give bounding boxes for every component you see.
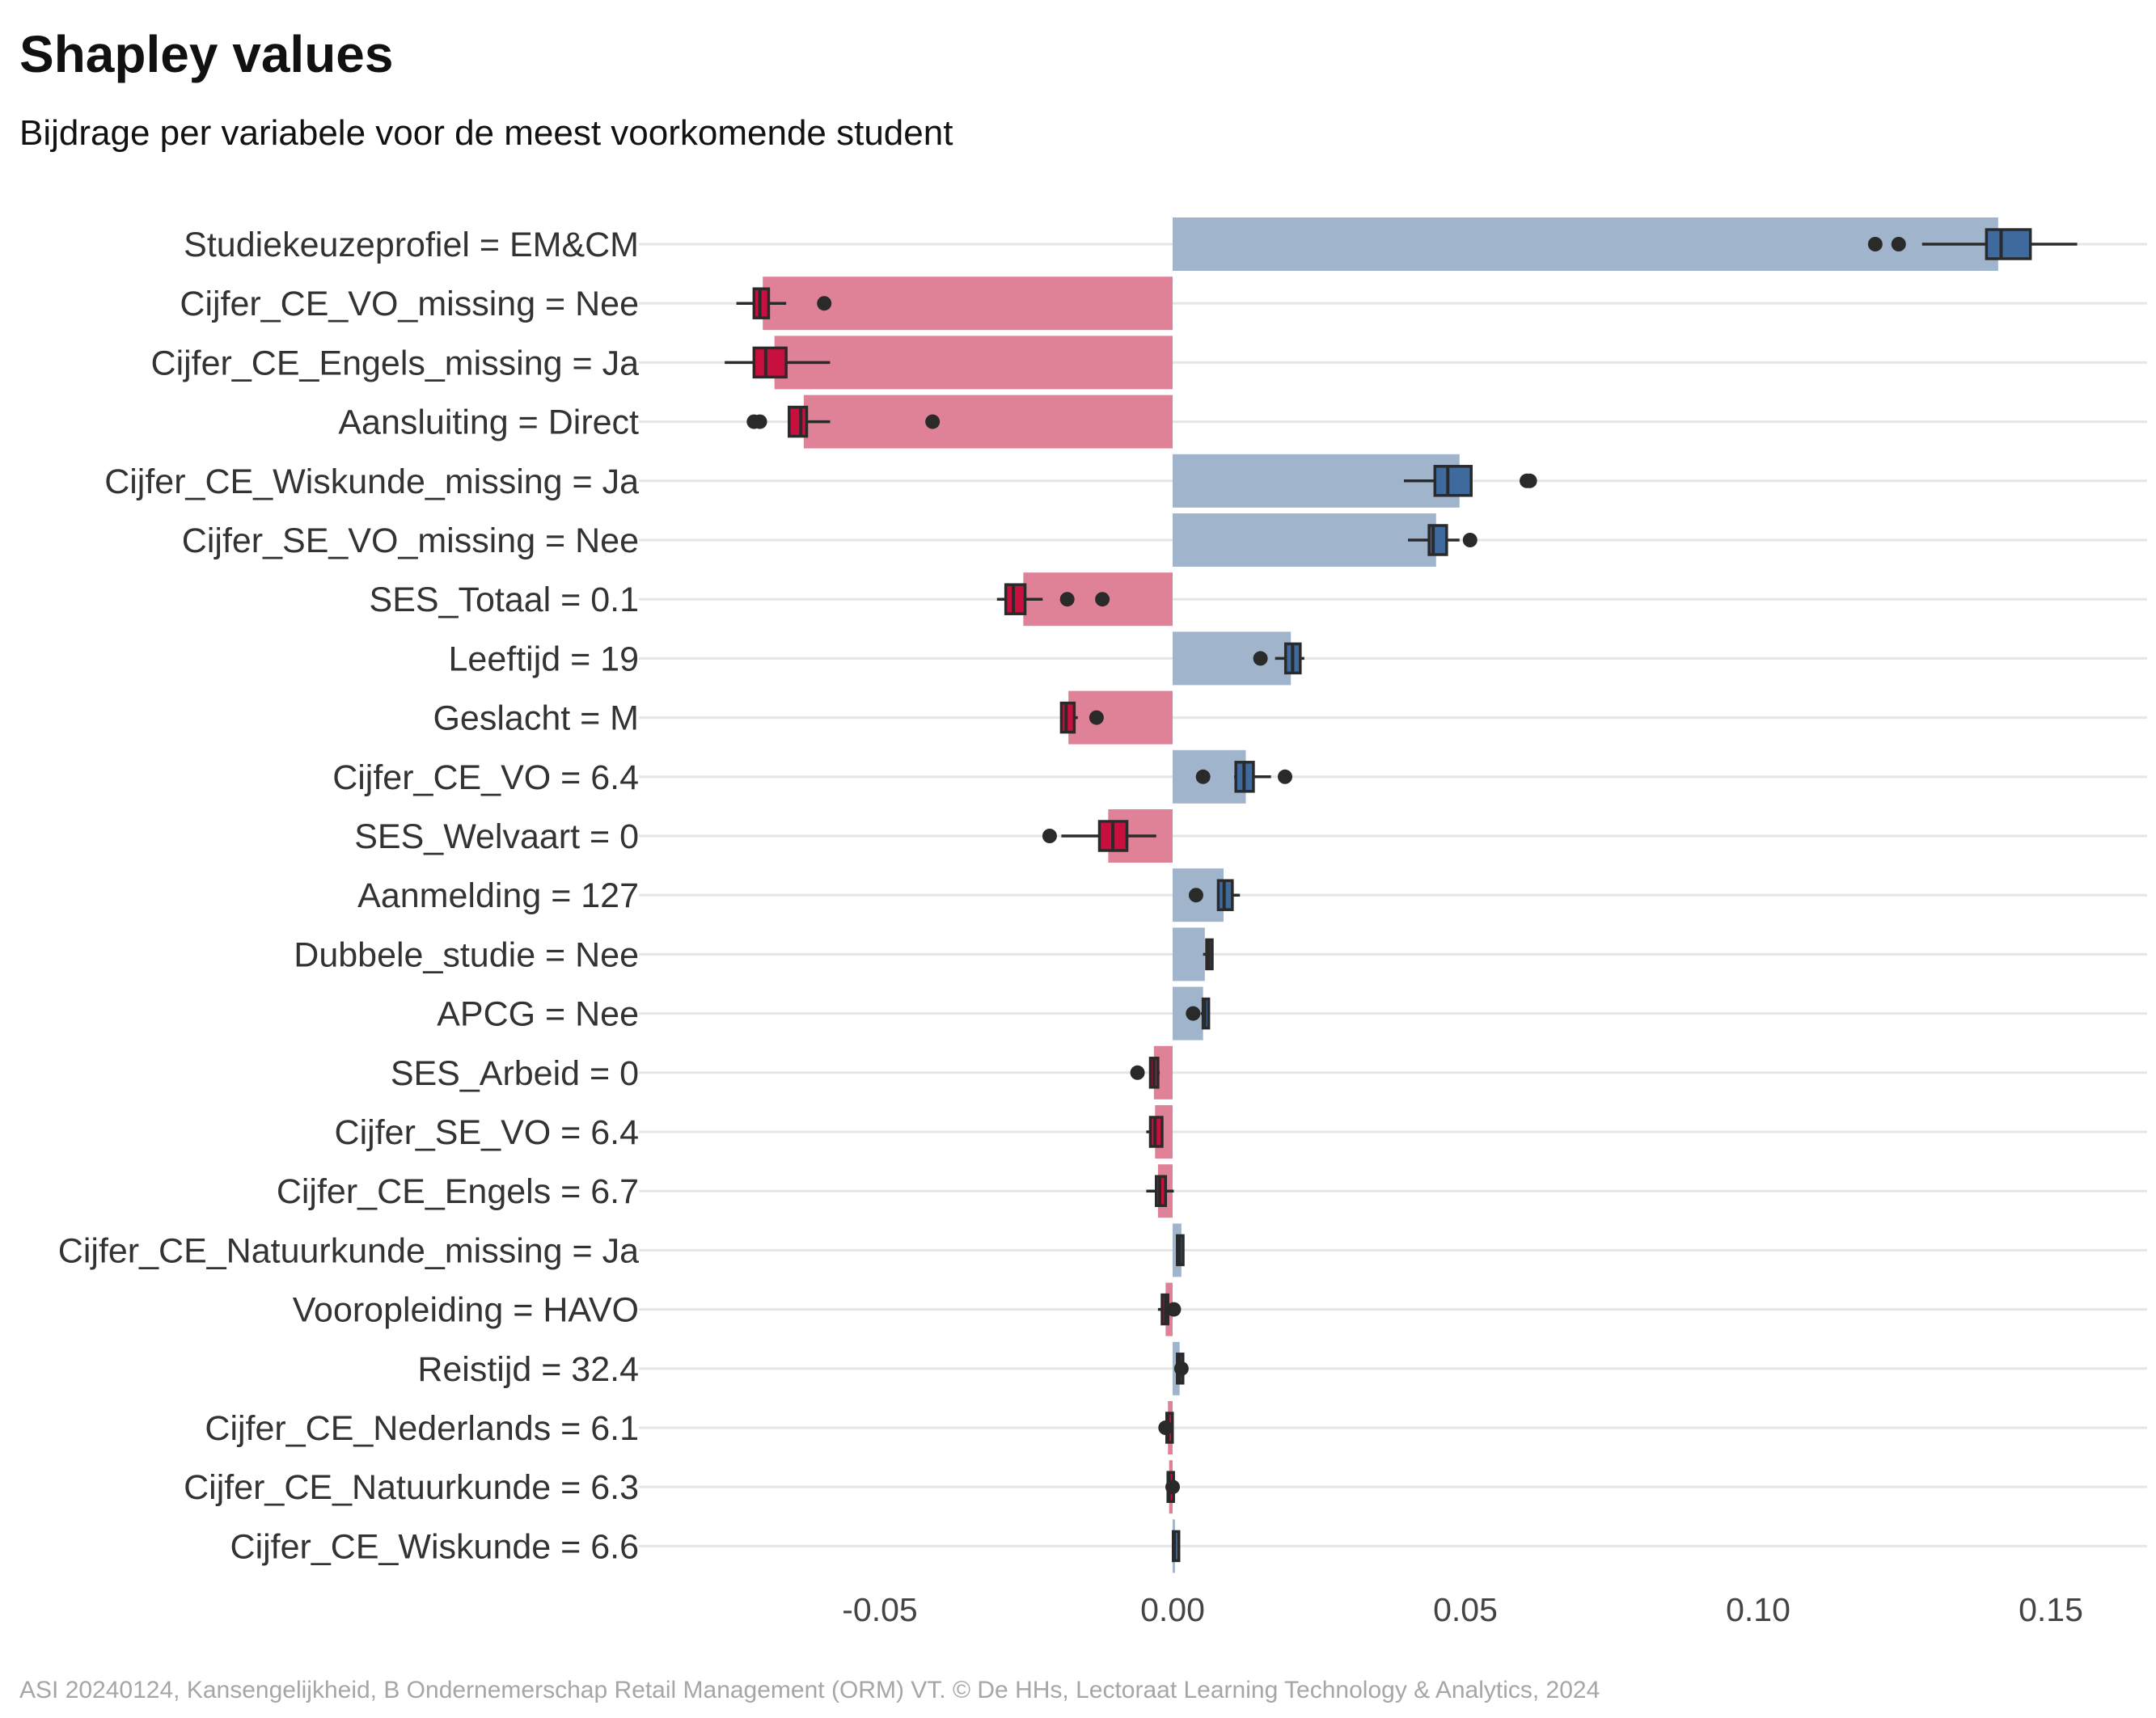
y-tick-label: SES_Totaal = 0.1 [370, 580, 639, 619]
bar [803, 395, 1173, 449]
outlier-point [752, 414, 767, 429]
bar [1173, 513, 1436, 567]
y-tick-label: Cijfer_CE_Engels_missing = Ja [151, 344, 640, 382]
y-tick-label: Aanmelding = 127 [357, 876, 639, 915]
boxplots [725, 228, 2078, 1563]
grid-lines [639, 243, 2147, 1547]
x-tick-label: -0.05 [842, 1591, 917, 1628]
y-tick-label: Cijfer_CE_Engels = 6.7 [277, 1172, 639, 1211]
outlier-point [925, 414, 941, 429]
outlier-point [1165, 1480, 1180, 1495]
y-tick-label: Cijfer_CE_VO_missing = Nee [180, 285, 639, 323]
y-tick-label: Cijfer_CE_VO = 6.4 [332, 758, 639, 797]
x-tick-label: 0.15 [2019, 1591, 2083, 1628]
y-tick-label: Studiekeuzeprofiel = EM&CM [184, 226, 639, 264]
y-tick-label: Cijfer_SE_VO = 6.4 [335, 1113, 639, 1152]
box [788, 405, 809, 438]
outlier-point [1462, 533, 1477, 547]
y-tick-label: Cijfer_CE_Nederlands = 6.1 [205, 1409, 639, 1448]
bar [774, 336, 1173, 390]
outlier-point [817, 296, 832, 311]
y-tick-label: Dubbele_studie = Nee [294, 935, 639, 974]
y-tick-label: APCG = Nee [437, 995, 639, 1034]
chart-caption: ASI 20240124, Kansengelijkheid, B Ondern… [19, 1677, 1600, 1703]
outlier-point [1891, 237, 1906, 251]
y-tick-label: Vooropleiding = HAVO [293, 1291, 639, 1330]
box [1059, 701, 1076, 734]
x-tick-label: 0.00 [1140, 1591, 1205, 1628]
x-tick-label: 0.10 [1726, 1591, 1790, 1628]
y-tick-label: SES_Welvaart = 0 [354, 817, 639, 856]
x-tick-label: 0.05 [1433, 1591, 1498, 1628]
x-tick-labels: -0.05 0.00 0.05 0.10 0.15 [842, 1591, 2083, 1628]
y-tick-label: Cijfer_SE_VO_missing = Nee [182, 521, 639, 560]
outlier-point [1130, 1065, 1145, 1080]
chart-subtitle: Bijdrage per variabele voor de meest voo… [19, 113, 953, 153]
y-tick-label: Aansluiting = Direct [338, 403, 639, 442]
y-tick-label: Reistijd = 32.4 [417, 1350, 639, 1389]
bar [1173, 217, 1998, 271]
y-tick-label: Cijfer_CE_Wiskunde = 6.6 [230, 1527, 639, 1566]
outlier-point [1059, 592, 1075, 607]
outlier-point [1278, 769, 1293, 784]
y-tick-label: Leeftijd = 19 [449, 640, 640, 678]
y-tick-label: Geslacht = M [433, 699, 639, 738]
outlier-point [1522, 473, 1537, 488]
y-tick-label: Cijfer_CE_Wiskunde_missing = Ja [104, 462, 639, 501]
outlier-point [1158, 1420, 1173, 1435]
outlier-point [1089, 710, 1104, 725]
bar [1173, 631, 1291, 686]
bar [1068, 690, 1173, 745]
y-tick-label: SES_Arbeid = 0 [391, 1054, 639, 1093]
box [752, 346, 788, 379]
chart-title: Shapley values [19, 25, 394, 83]
outlier-point [1042, 829, 1057, 843]
outlier-point [1186, 1006, 1201, 1021]
outlier-point [1195, 769, 1211, 784]
box [1985, 228, 2032, 260]
y-tick-labels: Studiekeuzeprofiel = EM&CM Cijfer_CE_VO_m… [58, 226, 639, 1566]
outlier-point [1173, 1361, 1189, 1376]
outlier-point [1867, 237, 1883, 251]
bar [1173, 927, 1205, 981]
outlier-point [1166, 1302, 1182, 1317]
y-tick-label: Cijfer_CE_Natuurkunde = 6.3 [184, 1468, 639, 1507]
box [1433, 465, 1473, 497]
outlier-point [1188, 888, 1203, 903]
y-tick-label: Cijfer_CE_Natuurkunde_missing = Ja [58, 1231, 639, 1270]
box [1004, 583, 1027, 615]
outlier-point [1095, 592, 1110, 607]
outlier-point [1253, 651, 1268, 666]
